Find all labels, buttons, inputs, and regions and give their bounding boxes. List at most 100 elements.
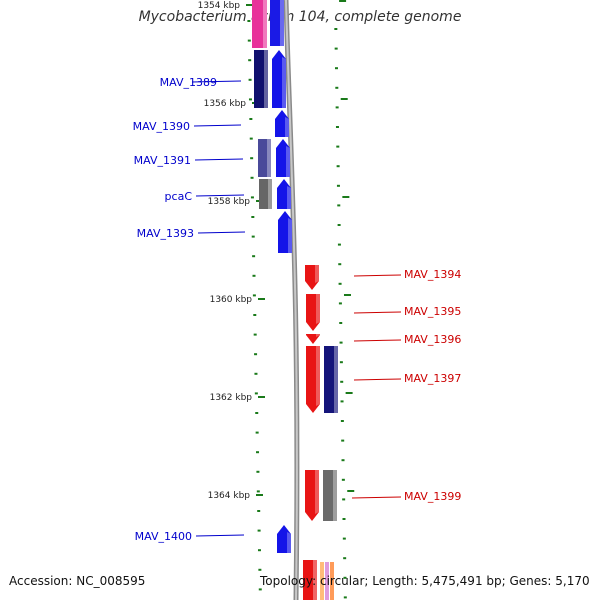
ruler-dot xyxy=(250,157,254,160)
topology-text: Topology: circular; Length: 5,475,491 bp… xyxy=(260,574,590,588)
gene-feature xyxy=(305,265,319,290)
ruler-dot xyxy=(249,137,253,140)
ruler-dot xyxy=(335,106,339,109)
gene-feature xyxy=(259,179,272,209)
gene-feature xyxy=(305,470,319,521)
forward-gene-label[interactable]: MAV_1390 xyxy=(133,120,242,133)
svg-text:MAV_1397: MAV_1397 xyxy=(404,372,461,385)
ruler-dot xyxy=(343,596,347,599)
forward-gene-label[interactable]: MAV_1389 xyxy=(160,76,242,89)
gene-feature xyxy=(276,139,290,177)
ruler-dot xyxy=(342,537,346,540)
gene-feature xyxy=(272,50,286,108)
gene-feature xyxy=(252,0,267,48)
ruler-dot xyxy=(334,47,338,50)
gene-feature xyxy=(330,562,334,600)
svg-text:MAV_1393: MAV_1393 xyxy=(137,227,194,240)
ruler-dot xyxy=(255,431,259,434)
forward-gene-label[interactable]: pcaC xyxy=(165,190,245,203)
tick-mark-right xyxy=(343,294,351,296)
gene-feature xyxy=(320,562,324,600)
ruler-dot xyxy=(334,28,338,30)
gene-feature xyxy=(258,139,271,177)
tick-label: 1354 kbp xyxy=(198,1,241,11)
ruler-dot xyxy=(337,224,341,226)
ruler-dot xyxy=(339,341,343,344)
svg-text:pcaC: pcaC xyxy=(165,190,193,203)
tick-mark-right xyxy=(345,392,353,394)
ruler-dot xyxy=(258,588,262,591)
dotted-ruler-left xyxy=(247,20,262,591)
ruler-dot xyxy=(256,490,260,493)
gene-feature xyxy=(306,294,320,331)
svg-text:MAV_1391: MAV_1391 xyxy=(134,154,191,167)
ruler-dot xyxy=(342,498,346,501)
gene-feature xyxy=(277,179,291,209)
ruler-dot xyxy=(335,126,339,128)
reverse-gene-label[interactable]: MAV_1396 xyxy=(353,333,461,346)
ruler-dot xyxy=(247,20,251,22)
tick-mark-right xyxy=(347,490,355,492)
gene-feature xyxy=(275,110,289,137)
ruler-dot xyxy=(251,235,255,238)
gene-feature xyxy=(303,560,317,600)
svg-text:MAV_1389: MAV_1389 xyxy=(160,76,217,89)
ruler-dot xyxy=(257,529,261,532)
tick-label: 1358 kbp xyxy=(208,197,251,207)
ruler-dot xyxy=(252,274,256,277)
ruler-dot xyxy=(255,412,259,414)
forward-gene-label[interactable]: MAV_1393 xyxy=(137,227,246,240)
ruler-dot xyxy=(248,78,252,81)
ruler-dot xyxy=(341,459,345,462)
svg-text:MAV_1396: MAV_1396 xyxy=(404,333,461,346)
tick-mark xyxy=(258,298,265,300)
gene-feature xyxy=(323,470,337,521)
ruler-dot xyxy=(252,255,256,258)
ruler-dot xyxy=(336,145,340,148)
forward-gene-label[interactable]: MAV_1391 xyxy=(134,154,244,167)
reverse-gene-label[interactable]: MAV_1395 xyxy=(353,305,461,318)
ruler-dot xyxy=(254,353,258,356)
ruler-dot xyxy=(247,39,251,42)
ruler-dot xyxy=(252,294,256,297)
ruler-dot xyxy=(336,165,340,168)
gene-feature xyxy=(325,562,329,600)
ruler-dot xyxy=(256,470,260,473)
ruler-dot xyxy=(340,400,344,403)
ruler-dot xyxy=(336,184,340,187)
ruler-dot xyxy=(257,549,261,552)
ruler-dot xyxy=(251,216,255,218)
tick-mark-right xyxy=(339,0,347,2)
ruler-dot xyxy=(253,314,257,316)
gene-feature xyxy=(277,525,291,553)
svg-text:MAV_1395: MAV_1395 xyxy=(404,305,461,318)
reverse-gene-label[interactable]: MAV_1399 xyxy=(351,490,461,503)
reverse-gene-label[interactable]: MAV_1397 xyxy=(353,372,461,385)
forward-gene-label[interactable]: MAV_1400 xyxy=(135,530,245,543)
tick-label: 1360 kbp xyxy=(210,295,253,305)
tick-group: 1354 kbp 1356 kbp 1358 kbp 1360 kbp 1362 kbp… xyxy=(198,0,355,501)
gene-feature xyxy=(270,0,284,46)
map-title: Mycobacterium avium 104, complete genome xyxy=(138,9,462,25)
tick-mark-right xyxy=(340,98,348,100)
ruler-dot xyxy=(340,380,344,383)
accession-text: Accession: NC_008595 xyxy=(9,574,146,588)
ruler-dot xyxy=(249,118,253,120)
tick-mark xyxy=(256,494,263,496)
ruler-dot xyxy=(250,196,254,199)
ruler-dot xyxy=(253,333,257,336)
ruler-dot xyxy=(254,392,258,395)
gene-feature xyxy=(324,346,338,413)
gene-label-group: MAV_1389 MAV_1390 MAV_1391 pcaC MAV_1393 MAV_… xyxy=(133,76,462,543)
svg-text:MAV_1390: MAV_1390 xyxy=(133,120,190,133)
ruler-dot xyxy=(341,439,345,442)
ruler-dot xyxy=(339,322,343,324)
ruler-dot xyxy=(338,282,342,285)
ruler-dot xyxy=(257,510,261,512)
ruler-dot xyxy=(340,420,344,422)
ruler-dot xyxy=(335,86,339,89)
reverse-gene-label[interactable]: MAV_1394 xyxy=(353,268,461,281)
ruler-dot xyxy=(254,372,258,375)
ruler-dot xyxy=(342,518,346,520)
